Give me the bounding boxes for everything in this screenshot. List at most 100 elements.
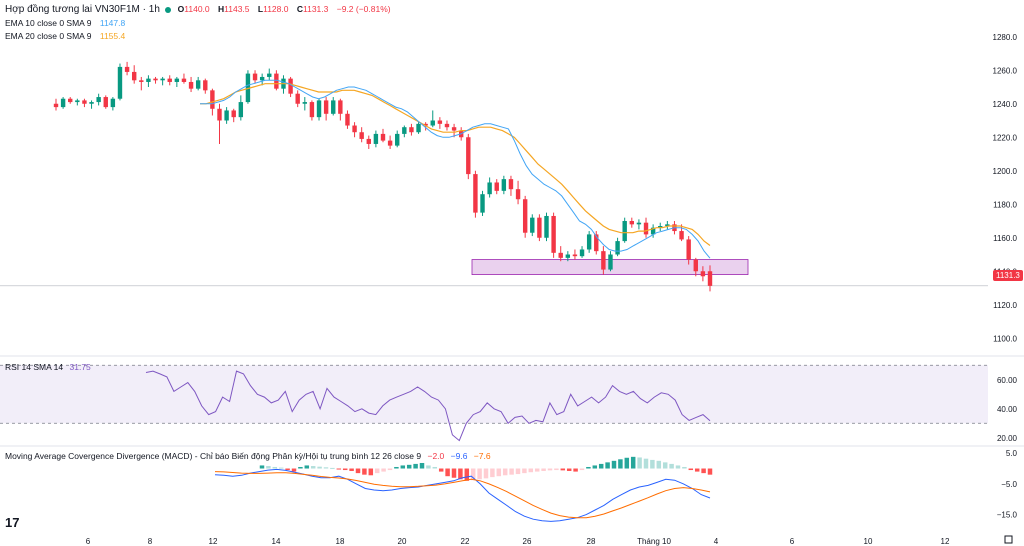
macd-histogram-bar: [515, 468, 521, 475]
candle-body: [267, 73, 272, 77]
candle-body: [295, 93, 300, 104]
candle-body: [167, 78, 172, 82]
time-tick-label: 6: [790, 537, 795, 546]
macd-histogram-bar: [336, 468, 342, 470]
macd-histogram-bar: [323, 467, 329, 469]
macd-histogram-bar: [701, 468, 706, 474]
tradingview-logo-icon: 17: [5, 515, 19, 530]
candle-body: [444, 123, 450, 128]
macd-histogram-bar: [528, 468, 534, 473]
candle-body: [473, 174, 478, 213]
candle-body: [416, 123, 421, 133]
macd-histogram-bar: [509, 468, 514, 475]
macd-histogram-bar: [355, 468, 361, 474]
macd-histogram-bar: [592, 465, 598, 469]
ema10-legend[interactable]: EMA 10 close 0 SMA 9 1147.8: [5, 18, 126, 28]
macd-histogram-bar: [278, 467, 284, 469]
market-status-icon: [165, 6, 172, 13]
ema10-line: [200, 79, 711, 259]
macd-histogram-bar: [624, 457, 630, 469]
macd-legend[interactable]: Moving Average Covergence Divergence (MA…: [5, 451, 491, 461]
candle-body: [60, 98, 66, 108]
candle-body: [395, 133, 400, 146]
candle-body: [601, 251, 606, 270]
macd-histogram-bar: [611, 460, 617, 469]
candle-body: [387, 140, 393, 146]
candle-body: [252, 73, 258, 81]
ema20-legend[interactable]: EMA 20 close 0 SMA 9 1155.4: [5, 31, 126, 41]
candle-body: [658, 226, 663, 228]
macd-histogram-bar: [342, 468, 348, 471]
macd-histogram-bar: [490, 468, 495, 478]
candle-body: [494, 182, 499, 191]
macd-histogram-bar: [419, 462, 425, 469]
candle-body: [508, 179, 514, 190]
candle-body: [131, 71, 137, 81]
macd-histogram-bar: [381, 468, 386, 472]
macd-histogram-bar: [618, 459, 623, 469]
candle-body: [558, 252, 563, 258]
candle-body: [323, 100, 329, 114]
candle-body: [487, 182, 492, 195]
signal-line-value: −7.6: [473, 451, 491, 461]
candle-body: [437, 120, 443, 124]
macd-histogram-bar: [669, 463, 674, 469]
candle-body: [515, 189, 521, 200]
macd-histogram-bar: [406, 464, 412, 469]
macd-histogram-bar: [522, 468, 527, 474]
candle-body: [238, 102, 244, 118]
macd-histogram-bar: [330, 467, 335, 469]
candle-body: [224, 110, 229, 121]
rsi-legend[interactable]: RSI 14 SMA 14 31.75: [5, 362, 91, 372]
candle-body: [174, 78, 180, 82]
candle-body: [636, 222, 642, 225]
time-tick-label: 20: [398, 537, 407, 546]
candle-body: [68, 98, 73, 103]
macd-histogram-bar: [573, 468, 578, 472]
macd-histogram-bar: [394, 466, 399, 469]
signal-line: [214, 471, 711, 519]
macd-histogram-bar: [534, 468, 540, 472]
symbol-title[interactable]: Hợp đồng tương lai VN30F1M · 1h: [5, 4, 160, 15]
macd-histogram-bar: [272, 466, 278, 469]
macd-tick-label: −5.0: [1001, 480, 1017, 489]
last-price-tag: 1131.3: [993, 270, 1023, 281]
macd-histogram-bar: [566, 468, 572, 471]
macd-histogram-bar: [637, 457, 642, 469]
macd-histogram-bar: [368, 468, 374, 476]
candle-body: [373, 133, 379, 144]
macd-histogram-bar: [483, 468, 489, 479]
macd-histogram-bar: [304, 465, 310, 469]
macd-histogram-bar: [458, 468, 463, 480]
candle-body: [565, 254, 571, 258]
macd-histogram-bar: [477, 468, 482, 480]
time-tick-label: 4: [714, 537, 719, 546]
time-tick-label: 8: [148, 537, 153, 546]
macd-histogram-bar: [298, 466, 303, 469]
main-legend: Hợp đồng tương lai VN30F1M · 1h O1140.0 …: [5, 3, 394, 16]
candle-body: [210, 90, 215, 109]
price-tick-label: 1240.0: [993, 100, 1018, 109]
candle-body: [203, 80, 208, 91]
candle-body: [409, 127, 414, 133]
macd-histogram-bar: [560, 468, 566, 471]
macd-tick-label: 5.0: [1006, 449, 1018, 458]
candle-body: [537, 217, 542, 238]
candle-body: [103, 97, 108, 108]
macd-histogram-bar: [362, 468, 367, 475]
macd-line-value: −9.6: [450, 451, 468, 461]
candle-body: [594, 234, 599, 252]
macd-histogram-bar: [432, 466, 438, 469]
macd-histogram-bar: [413, 463, 418, 469]
macd-histogram-bar: [464, 468, 470, 481]
candle-body: [466, 137, 471, 175]
macd-hist-value: −2.0: [427, 451, 445, 461]
time-tick-label: Tháng 10: [637, 537, 671, 546]
candle-body: [245, 73, 251, 103]
candle-body: [665, 224, 670, 227]
macd-histogram-bar: [259, 465, 265, 469]
rsi-band: [0, 365, 988, 424]
macd-histogram-bar: [502, 468, 508, 476]
time-tick-label: 12: [941, 537, 950, 546]
